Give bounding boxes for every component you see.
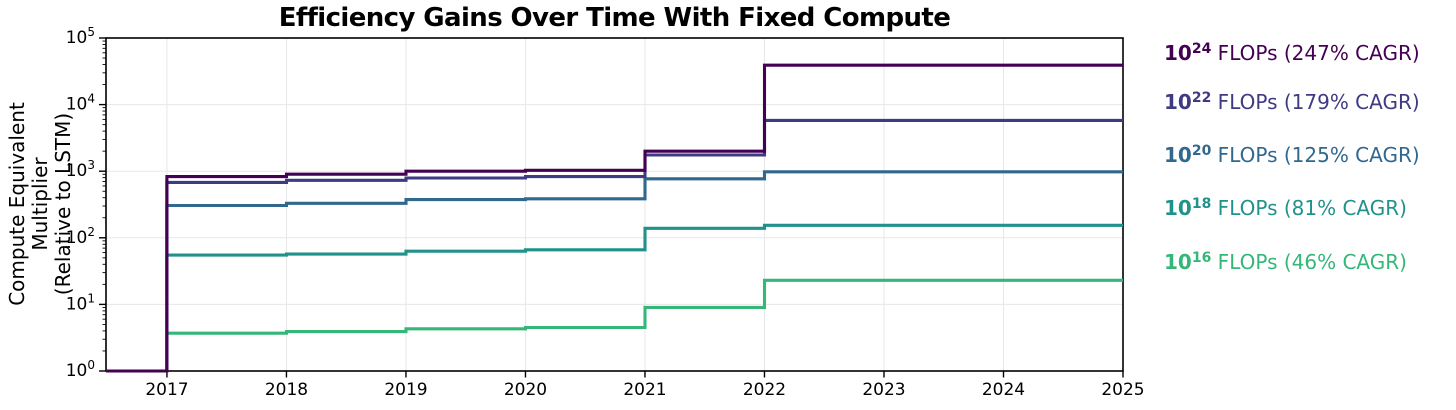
legend-item-1e16: 1016 FLOPs (46% CAGR)	[1164, 249, 1407, 275]
series-line-1e18	[106, 223, 1123, 373]
x-tick-label: 2017	[145, 380, 188, 400]
x-tick-label: 2020	[504, 380, 547, 400]
x-tick-label: 2022	[743, 380, 786, 400]
axis-ticks	[99, 37, 1124, 378]
legend-flops-base: 10	[1164, 143, 1192, 167]
chart-legend: 1024 FLOPs (247% CAGR) 1022 FLOPs (179% …	[1164, 0, 1456, 410]
legend-flops-exponent: 18	[1191, 196, 1212, 212]
legend-label-text: FLOPs (179% CAGR)	[1211, 90, 1420, 114]
legend-item-1e22: 1022 FLOPs (179% CAGR)	[1164, 89, 1420, 115]
tick-labels: 100 101 102 103 104 105 2017 2018 2019 2020 2021 20…	[66, 25, 1145, 400]
series-line-1e24	[106, 63, 1123, 373]
y-tick-label: 100	[66, 358, 95, 381]
y-tick-label: 105	[66, 25, 95, 48]
legend-flops-base: 10	[1164, 90, 1192, 114]
legend-item-1e24: 1024 FLOPs (247% CAGR)	[1164, 40, 1420, 66]
x-tick-label: 2018	[265, 380, 308, 400]
series-line-1e20	[106, 170, 1123, 373]
legend-label-text: FLOPs (81% CAGR)	[1211, 196, 1407, 220]
x-tick-label: 2025	[1101, 380, 1144, 400]
legend-label-text: FLOPs (125% CAGR)	[1211, 143, 1420, 167]
x-tick-label: 2019	[384, 380, 427, 400]
legend-label-text: FLOPs (247% CAGR)	[1211, 41, 1420, 65]
series-line-1e16	[106, 278, 1123, 373]
y-tick-label: 103	[66, 158, 95, 181]
chart-title: Efficiency Gains Over Time With Fixed Co…	[278, 3, 951, 33]
x-tick-label: 2024	[982, 380, 1025, 400]
legend-item-1e18: 1018 FLOPs (81% CAGR)	[1164, 195, 1407, 221]
x-tick-label: 2021	[623, 380, 666, 400]
legend-flops-base: 10	[1164, 250, 1192, 274]
series-lines	[106, 63, 1123, 373]
legend-flops-exponent: 24	[1191, 41, 1212, 57]
series-line-1e22	[106, 118, 1123, 373]
y-tick-label: 101	[66, 291, 95, 314]
legend-item-1e20: 1020 FLOPs (125% CAGR)	[1164, 142, 1420, 168]
legend-flops-base: 10	[1164, 41, 1192, 65]
y-tick-label: 104	[66, 92, 95, 115]
x-tick-label: 2023	[862, 380, 905, 400]
legend-flops-exponent: 22	[1191, 90, 1212, 106]
plot-frame	[105, 37, 1124, 372]
legend-flops-exponent: 20	[1191, 143, 1212, 159]
legend-flops-base: 10	[1164, 196, 1192, 220]
legend-label-text: FLOPs (46% CAGR)	[1211, 250, 1407, 274]
legend-flops-exponent: 16	[1191, 250, 1212, 266]
y-tick-label: 102	[66, 225, 95, 248]
